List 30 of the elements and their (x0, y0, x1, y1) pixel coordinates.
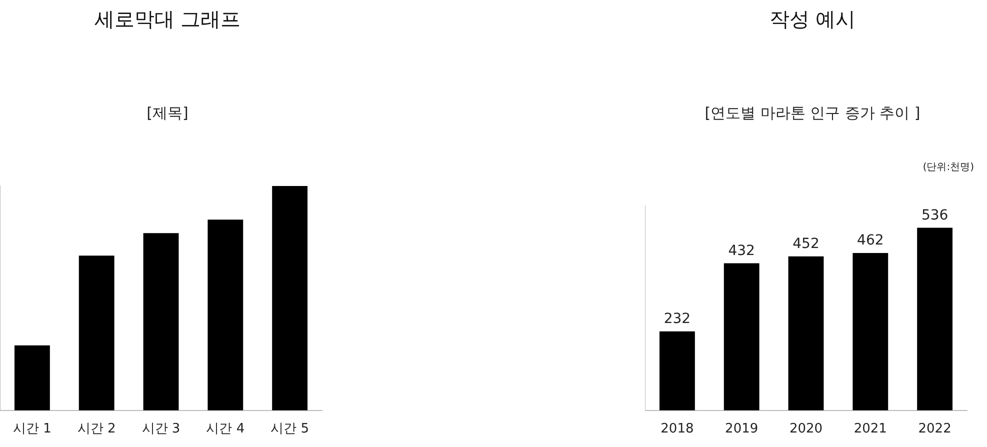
bar (208, 220, 244, 410)
x-tick-label: 시간 4 (206, 422, 245, 437)
data-label: 432 (728, 242, 755, 259)
chart-title: 세로막대 그래프 (93, 6, 242, 33)
chart-title: 작성 예시 (768, 6, 857, 33)
x-tick-label: 2019 (725, 422, 758, 437)
bar (14, 345, 50, 410)
bar (788, 256, 824, 410)
bar (78, 256, 114, 410)
x-tick-label: 2020 (789, 422, 823, 437)
bar (852, 253, 888, 410)
x-tick-label: 시간 5 (270, 422, 310, 437)
chart-subtitle: [제목] (146, 104, 190, 123)
x-tick-label: 2018 (660, 422, 694, 437)
bar (724, 263, 760, 410)
data-label: 462 (857, 232, 884, 249)
bar (659, 331, 695, 410)
bar (272, 186, 308, 410)
bar (917, 228, 953, 410)
x-tick-label: 2021 (854, 422, 887, 437)
x-tick-label: 시간 2 (77, 422, 116, 437)
x-tick-label: 시간 1 (12, 422, 52, 437)
x-tick-label: 시간 3 (142, 422, 180, 437)
data-label: 232 (664, 311, 691, 328)
data-label: 536 (921, 207, 948, 224)
x-tick-label: 2022 (918, 422, 952, 437)
text: (단위:천명) (922, 161, 974, 174)
chart-subtitle: [연도별 마라톤 인구 증가 추이 ] (704, 104, 922, 123)
data-label: 452 (792, 236, 820, 252)
bar (143, 233, 179, 410)
